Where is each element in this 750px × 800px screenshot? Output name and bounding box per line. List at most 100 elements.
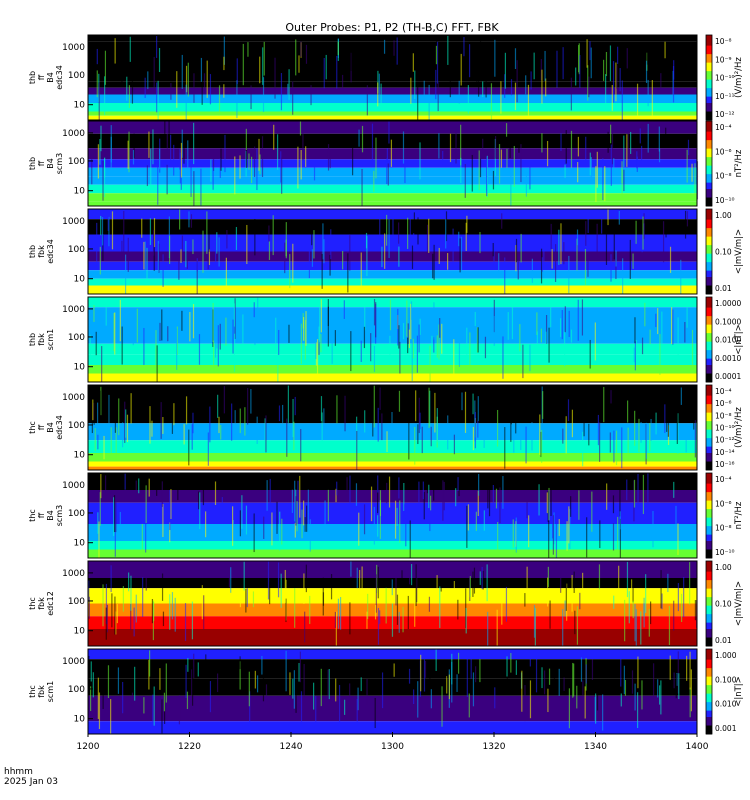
heatmap-streak: [383, 39, 386, 54]
heatmap-streak: [545, 315, 548, 344]
heatmap-streak: [200, 57, 203, 82]
heatmap-streak: [414, 599, 416, 627]
heatmap-streak: [525, 169, 528, 197]
heatmap-streak: [361, 566, 363, 595]
heatmap-streak: [223, 386, 225, 414]
heatmap-streak: [297, 146, 299, 189]
heatmap-streak: [366, 611, 368, 629]
heatmap-streak: [478, 150, 480, 191]
heatmap-streak: [342, 250, 344, 270]
heatmap-streak: [209, 74, 212, 105]
colorbar-step: [706, 685, 712, 688]
heatmap-streak: [228, 572, 231, 588]
colorbar-step: [706, 706, 712, 709]
heatmap-streak: [499, 487, 501, 524]
heatmap-streak: [92, 399, 94, 421]
heatmap-streak: [525, 75, 527, 95]
colorbar-step: [706, 543, 712, 546]
heatmap-streak: [336, 481, 338, 496]
heatmap-streak: [410, 77, 412, 104]
heatmap-streak: [388, 476, 391, 508]
heatmap-streak: [350, 331, 352, 372]
heatmap-streak: [257, 297, 259, 328]
y-axis-label-line: ff: [37, 512, 46, 518]
heatmap-streak: [165, 663, 167, 703]
colorbar-tick-label: 0.01: [715, 284, 732, 293]
heatmap-streak: [102, 160, 104, 201]
heatmap-streak: [502, 476, 504, 509]
heatmap-streak: [212, 158, 215, 171]
heatmap-streak: [694, 163, 696, 197]
colorbar-step: [706, 277, 712, 280]
colorbar-step: [706, 287, 712, 291]
heatmap-streak: [180, 142, 183, 178]
heatmap-streak: [375, 137, 377, 179]
heatmap-streak: [145, 574, 147, 591]
heatmap-streak: [624, 599, 626, 642]
heatmap-streak: [548, 520, 550, 558]
heatmap-streak: [294, 480, 296, 522]
colorbar-step: [706, 635, 712, 638]
colorbar-label: nT²/Hz: [734, 501, 744, 529]
colorbar-step: [706, 172, 712, 175]
heatmap-streak: [127, 140, 129, 169]
heatmap-streak: [622, 660, 624, 695]
heatmap-streak: [395, 574, 397, 606]
heatmap-streak: [366, 236, 368, 277]
heatmap-streak: [602, 158, 604, 201]
heatmap-streak: [306, 505, 308, 532]
heatmap-streak: [285, 650, 287, 692]
heatmap-streak: [474, 412, 477, 449]
heatmap-streak: [325, 54, 327, 80]
colorbar-step: [706, 303, 712, 306]
heatmap-streak: [144, 241, 146, 272]
y-axis-label-line: thb: [28, 157, 37, 170]
heatmap-streak: [660, 73, 662, 90]
colorbar-step: [706, 395, 712, 399]
heatmap-streak: [300, 428, 302, 462]
heatmap-streak: [389, 335, 391, 356]
heatmap-streak: [548, 668, 551, 685]
heatmap-streak: [483, 510, 485, 531]
colorbar-step: [706, 221, 712, 225]
panel-frame: [87, 384, 698, 471]
colorbar-step: [706, 453, 712, 456]
colorbar-step: [706, 607, 712, 611]
y-tick-label: 100: [68, 333, 85, 343]
heatmap-streak: [128, 572, 130, 592]
colorbar-tick-label: 0.0100: [715, 336, 741, 345]
heatmap-streak: [407, 595, 409, 630]
heatmap-streak: [605, 51, 608, 77]
heatmap-streak: [465, 222, 467, 251]
heatmap-streak: [153, 601, 155, 622]
heatmap-streak: [136, 308, 138, 343]
heatmap-streak: [686, 211, 689, 227]
heatmap-band: [88, 490, 697, 503]
heatmap-streak: [239, 661, 241, 690]
colorbar-step: [706, 45, 712, 49]
heatmap-streak: [254, 326, 256, 346]
heatmap-streak: [116, 604, 118, 624]
y-axis-label-line: B4: [46, 72, 55, 83]
heatmap-streak: [320, 334, 322, 353]
colorbar-step: [706, 62, 712, 66]
colorbar-step: [706, 144, 712, 147]
colorbar-step: [706, 578, 712, 581]
heatmap-streak: [295, 39, 297, 76]
heatmap-streak: [514, 82, 517, 111]
colorbar-step: [706, 519, 712, 523]
heatmap-band: [88, 695, 697, 709]
heatmap-streak: [385, 587, 387, 624]
colorbar-label: (V/m)²/Hz: [734, 57, 744, 98]
heatmap-streak: [524, 593, 526, 607]
colorbar-step: [706, 530, 712, 533]
heatmap-streak: [571, 574, 573, 612]
heatmap-streak: [220, 148, 222, 171]
colorbar-tick-label: 10⁻¹⁰: [715, 196, 735, 205]
heatmap-streak: [611, 85, 613, 111]
colorbar-step: [706, 408, 712, 411]
heatmap-streaks: [91, 385, 698, 470]
heatmap-streak: [428, 387, 430, 429]
heatmap-streak: [568, 255, 570, 294]
